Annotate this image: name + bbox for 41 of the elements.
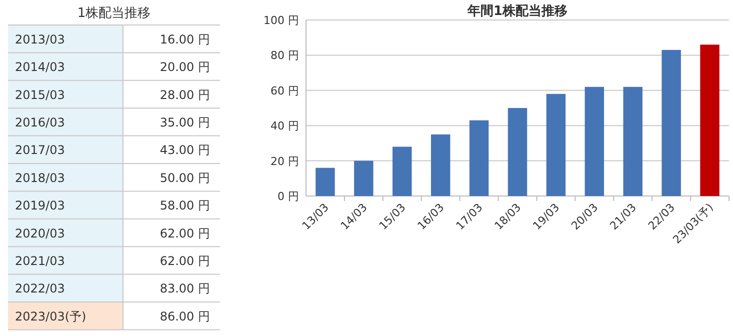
data-label: 58.00 円 (160, 198, 210, 213)
bar (469, 120, 489, 196)
data-label: 86.00 円 (160, 309, 210, 324)
category-label: 2021/03 (15, 254, 65, 268)
category-label: 2016/03 (15, 115, 65, 130)
category-label: 2020/03 (15, 226, 65, 240)
data-label: 83.00 円 (160, 282, 210, 296)
bar (430, 134, 450, 196)
category-label: 2022/03 (15, 282, 65, 296)
data-label: 50.00 円 (160, 170, 210, 185)
data-label: 20.00 円 (160, 60, 210, 74)
y-tick-label: 60 円 (270, 84, 299, 98)
bar (662, 50, 681, 196)
category-label: 2015/03 (15, 88, 65, 102)
chart-title: 年間1株配当推移 (466, 4, 568, 19)
category-label: 2018/03 (15, 170, 65, 185)
data-label: 28.00 円 (160, 88, 210, 102)
category-label: 2013/03 (15, 32, 65, 46)
bar (623, 86, 642, 196)
data-label: 62.00 円 (160, 226, 210, 240)
y-tick-label: 0 円 (278, 190, 299, 203)
data-label: 43.00 円 (160, 143, 210, 158)
bar (508, 108, 528, 196)
y-tick-label: 40 円 (270, 120, 299, 133)
bar (392, 146, 412, 196)
data-label: 62.00 円 (160, 254, 210, 268)
bar (584, 86, 604, 196)
y-tick-label: 80 円 (270, 49, 299, 62)
category-label: 2019/03 (15, 198, 65, 213)
category-label: 2014/03 (15, 60, 65, 74)
text: 1株配当推移 (77, 6, 151, 21)
bar (546, 94, 566, 196)
bar (354, 160, 374, 196)
data-label: 16.00 円 (160, 32, 210, 46)
bar (316, 168, 335, 196)
bar (700, 44, 720, 196)
category-label: 2023/03(予) (15, 309, 86, 324)
y-tick-label: 100 円 (264, 14, 299, 27)
category-label: 2017/03 (15, 143, 65, 158)
y-tick-label: 20 円 (270, 154, 299, 168)
data-label: 35.00 円 (160, 115, 210, 130)
